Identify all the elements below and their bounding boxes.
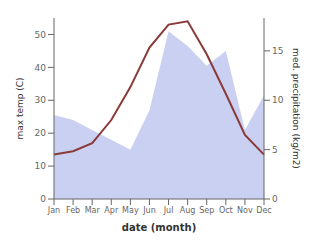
- svg-text:10: 10: [272, 95, 284, 105]
- svg-text:15: 15: [272, 46, 283, 56]
- svg-text:Oct: Oct: [219, 206, 233, 215]
- svg-text:May: May: [122, 206, 139, 215]
- svg-text:date (month): date (month): [122, 222, 196, 233]
- svg-text:Jul: Jul: [163, 206, 174, 215]
- svg-text:Jan: Jan: [47, 206, 60, 215]
- svg-text:Sep: Sep: [199, 206, 214, 215]
- svg-text:Dec: Dec: [256, 206, 271, 215]
- svg-text:40: 40: [35, 63, 47, 73]
- svg-text:Mar: Mar: [85, 206, 101, 215]
- svg-text:0: 0: [272, 194, 278, 204]
- svg-text:med. precipitation (kg/m2): med. precipitation (kg/m2): [291, 48, 301, 169]
- svg-text:Feb: Feb: [66, 206, 80, 215]
- svg-text:20: 20: [35, 128, 47, 138]
- svg-text:30: 30: [35, 95, 47, 105]
- svg-text:10: 10: [35, 161, 47, 171]
- svg-text:Apr: Apr: [104, 206, 119, 215]
- svg-text:max temp (C): max temp (C): [15, 77, 25, 139]
- svg-text:0: 0: [40, 194, 46, 204]
- svg-text:Jun: Jun: [142, 206, 156, 215]
- svg-text:5: 5: [272, 145, 278, 155]
- svg-text:Nov: Nov: [237, 206, 253, 215]
- svg-text:50: 50: [35, 30, 47, 40]
- svg-text:Aug: Aug: [180, 206, 196, 215]
